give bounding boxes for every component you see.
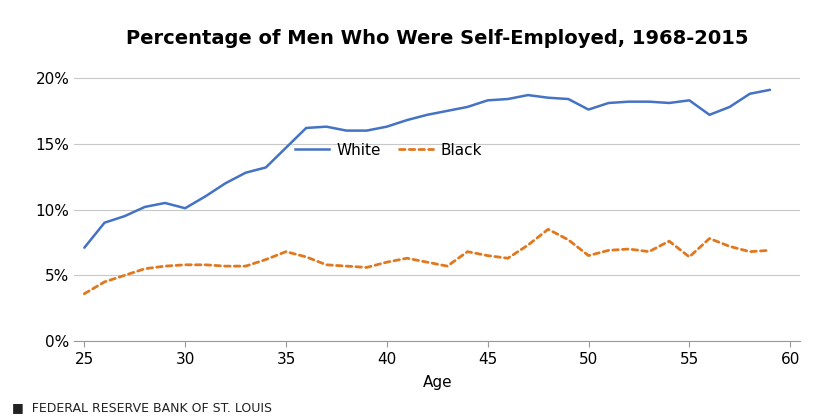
Black — [220, 264, 230, 269]
White — [301, 126, 311, 131]
White — [120, 214, 130, 219]
Black — [422, 260, 432, 265]
Legend: White, Black: White, Black — [289, 136, 488, 164]
White — [523, 93, 533, 98]
Black — [361, 265, 371, 270]
White — [644, 99, 654, 104]
White — [342, 128, 351, 133]
White — [685, 98, 695, 103]
White — [200, 194, 210, 199]
Title: Percentage of Men Who Were Self-Employed, 1968-2015: Percentage of Men Who Were Self-Employed… — [126, 30, 748, 48]
White — [583, 107, 593, 112]
Black — [160, 264, 170, 269]
Black — [301, 255, 311, 260]
Black — [342, 264, 351, 269]
Black — [543, 227, 553, 232]
White — [483, 98, 493, 103]
White — [322, 124, 332, 129]
Black — [120, 273, 130, 278]
White — [664, 101, 674, 106]
Line: Black: Black — [84, 229, 770, 294]
White — [220, 181, 230, 186]
White — [422, 112, 432, 117]
White — [503, 97, 513, 102]
White — [261, 165, 271, 170]
White — [180, 206, 190, 211]
Line: White: White — [84, 90, 770, 248]
Black — [79, 291, 89, 296]
Black — [483, 253, 493, 258]
Black — [724, 244, 734, 249]
Black — [180, 262, 190, 267]
Black — [100, 280, 110, 285]
Black — [503, 256, 513, 261]
White — [765, 87, 775, 92]
White — [241, 170, 251, 175]
White — [624, 99, 634, 104]
White — [705, 112, 714, 117]
White — [140, 204, 150, 209]
Black — [281, 249, 291, 254]
Black — [604, 248, 614, 253]
White — [724, 104, 734, 109]
Black — [442, 264, 452, 269]
White — [463, 104, 473, 109]
White — [160, 201, 170, 206]
Black — [382, 260, 392, 265]
Black — [624, 247, 634, 252]
Black — [322, 262, 332, 267]
White — [402, 118, 412, 123]
White — [745, 91, 755, 96]
White — [543, 95, 553, 100]
White — [281, 145, 291, 150]
Text: ■  FEDERAL RESERVE BANK OF ST. LOUIS: ■ FEDERAL RESERVE BANK OF ST. LOUIS — [12, 401, 272, 414]
Black — [563, 237, 573, 242]
White — [442, 109, 452, 114]
Black — [705, 236, 714, 241]
Black — [644, 249, 654, 254]
White — [361, 128, 371, 133]
Black — [685, 255, 695, 260]
Black — [241, 264, 251, 269]
Black — [463, 249, 473, 254]
White — [79, 245, 89, 250]
X-axis label: Age: Age — [422, 375, 452, 390]
Black — [765, 248, 775, 253]
Black — [745, 249, 755, 254]
Black — [402, 256, 412, 261]
White — [604, 101, 614, 106]
White — [382, 124, 392, 129]
Black — [261, 257, 271, 262]
Black — [200, 262, 210, 267]
Black — [140, 266, 150, 271]
Black — [664, 239, 674, 244]
White — [563, 97, 573, 102]
White — [100, 220, 110, 225]
Black — [583, 253, 593, 258]
Black — [523, 243, 533, 248]
